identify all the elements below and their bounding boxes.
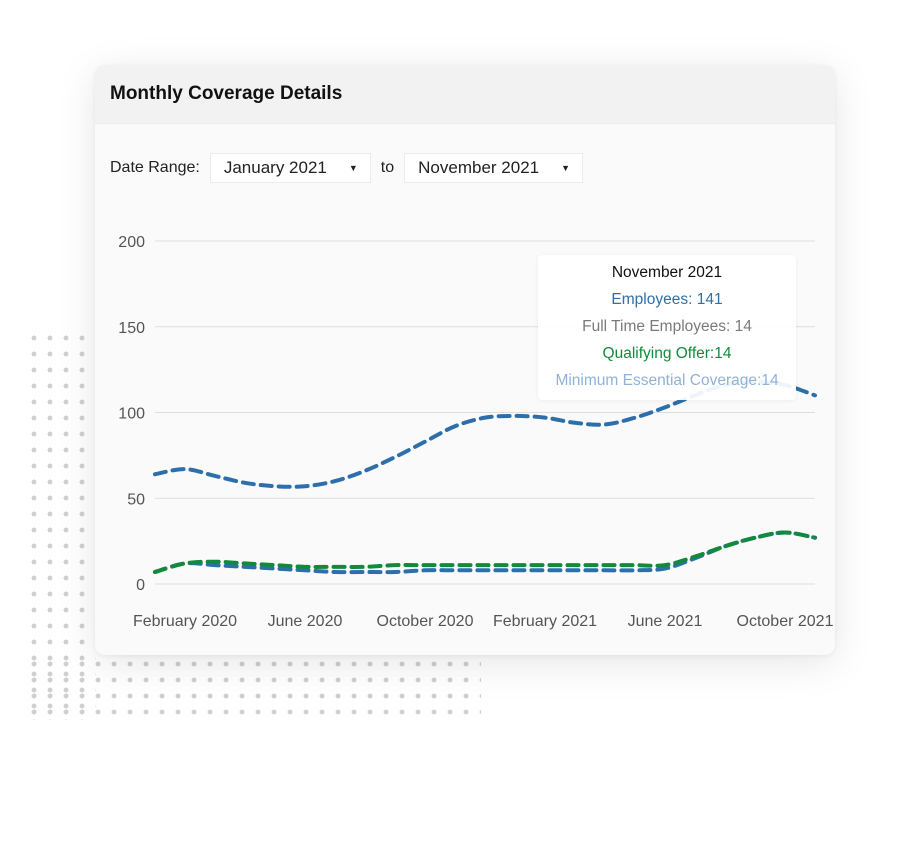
- tooltip-mec: Minimum Essential Coverage:14: [555, 372, 779, 389]
- date-range-from-value: January 2021: [223, 158, 327, 177]
- y-tick-label: 100: [118, 406, 145, 423]
- tooltip-employees: Employees: 141: [611, 291, 723, 308]
- x-tick-label: February 2020: [133, 613, 237, 630]
- x-tick-label: October 2021: [737, 613, 834, 630]
- y-tick-label: 50: [127, 491, 145, 508]
- tooltip-full-time: Full Time Employees: 14: [582, 318, 752, 335]
- date-range-label: Date Range:: [110, 159, 200, 176]
- chart-tooltip: November 2021 Employees: 141 Full Time E…: [538, 255, 796, 400]
- card-header: Monthly Coverage Details: [95, 65, 835, 124]
- coverage-line-chart: 0 50 100 150 200 February 2020 June 2020 Octobe…: [118, 234, 834, 630]
- date-range-to-label: to: [380, 159, 395, 176]
- tooltip-qualifying-offer: Qualifying Offer:14: [602, 345, 732, 362]
- series-line-qualifying-offer: [153, 530, 817, 574]
- date-range-from-select[interactable]: January 2021 ▼: [209, 153, 371, 183]
- decorative-dot-grid-left: [26, 330, 96, 720]
- chevron-down-icon: ▼: [348, 163, 358, 173]
- x-tick-label: June 2020: [268, 613, 343, 630]
- date-range-controls: Date Range: January 2021 ▼ to November 2…: [110, 153, 584, 183]
- coverage-card: Monthly Coverage Details Date Range: Jan…: [95, 65, 835, 655]
- decorative-dot-grid-bottom: [26, 656, 481, 720]
- y-tick-label: 0: [136, 577, 145, 594]
- date-range-to-select[interactable]: November 2021 ▼: [404, 153, 584, 183]
- y-tick-label: 200: [118, 234, 145, 251]
- x-tick-label: June 2021: [628, 613, 703, 630]
- y-tick-label: 150: [118, 320, 145, 337]
- chevron-down-icon: ▼: [561, 163, 571, 173]
- x-tick-label: February 2021: [493, 613, 597, 630]
- date-range-to-value: November 2021: [418, 158, 540, 177]
- x-tick-label: October 2020: [377, 613, 474, 630]
- series-line-employees: [153, 379, 817, 489]
- card-title: Monthly Coverage Details: [110, 83, 343, 104]
- tooltip-title: November 2021: [611, 264, 723, 281]
